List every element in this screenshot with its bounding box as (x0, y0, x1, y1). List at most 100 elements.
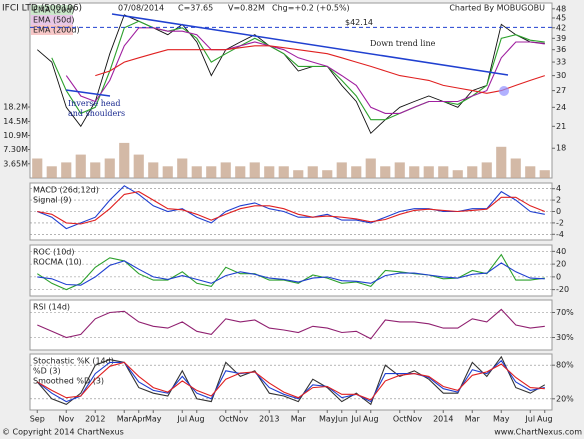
legend-swatch (31, 25, 73, 35)
y-tick-label: 0 (556, 272, 561, 281)
y-tick-label: 0 (556, 207, 561, 216)
x-tick-label: Oct (393, 415, 407, 424)
credit: Charted By MOBUGOBU (449, 4, 545, 13)
rsi-panel (29, 299, 553, 351)
series-line (95, 45, 545, 94)
volume-bar (206, 166, 217, 178)
y-tick-label: 20 (556, 260, 566, 269)
x-tick-label: Nov (58, 415, 74, 424)
y-tick-label: 39 (556, 34, 566, 43)
x-tick-label: Aug (363, 415, 379, 424)
series-line (37, 361, 545, 401)
legend-label: RSI (14d) (33, 303, 70, 312)
volume-bar (423, 166, 434, 178)
legend-label: Signal (9) (33, 196, 71, 205)
legend-label: ROC (10d) (33, 248, 74, 257)
volume-bar (75, 154, 86, 178)
y-tick-label: -20 (556, 285, 569, 294)
y-tick-label: 30% (556, 333, 574, 342)
volume-bar (133, 154, 144, 178)
y-tick-label: 33 (556, 58, 566, 67)
y-tick-label: 24 (556, 103, 566, 112)
breakout-marker (499, 86, 509, 96)
volume-bar (307, 166, 318, 178)
x-tick-label: 2012 (85, 415, 105, 424)
y-tick-label: 20% (556, 394, 574, 403)
series-line (37, 191, 546, 225)
y-tick-label: 48 (556, 4, 566, 13)
volume-bar (61, 162, 72, 178)
x-tick-label: Aug (537, 415, 553, 424)
series-line (36, 253, 545, 291)
volume-bar (539, 170, 550, 178)
legend-label: EMA (20d) (33, 6, 74, 15)
x-tick-label: Sep (30, 415, 45, 424)
series-line (37, 308, 545, 340)
volume-bar (336, 162, 347, 178)
annotation: and shoulders (68, 109, 125, 118)
plot-layer: Sep Nov 2012 Mar Apr May Jul Aug Oct Nov 2013 Mar Ma… (3, 4, 574, 423)
y-tick-label: 45 (556, 13, 566, 22)
y-tick-label: -2 (556, 218, 564, 227)
x-tick-label: Nov (406, 415, 422, 424)
x-tick-label: Mar (465, 415, 481, 424)
y-tick-label: 10.9M (3, 131, 28, 140)
legend-label: EMA (200d) (33, 26, 80, 35)
copyright: © Copyright 2014 ChartNexus (2, 428, 124, 437)
y-tick-label: 40 (556, 247, 566, 256)
x-tick-label: Jul (350, 415, 361, 424)
x-tick-label: 2013 (259, 415, 279, 424)
volume-bar (235, 166, 246, 178)
x-tick-label: Mar (291, 415, 307, 424)
volume-bar (278, 166, 289, 178)
y-tick-label: 30 (556, 71, 566, 80)
volume-bar (46, 166, 57, 178)
y-tick-label: 7.30M (3, 145, 28, 154)
y-tick-label: 14.5M (3, 117, 28, 126)
volume-bar (191, 166, 202, 178)
y-tick-label: 3.65M (3, 159, 28, 168)
volume-bar (119, 142, 130, 178)
price-panel (29, 2, 553, 179)
x-tick-label: May (493, 415, 510, 424)
x-tick-label: Jul (176, 415, 187, 424)
y-tick-label: 27 (556, 86, 566, 95)
legend-label: Smoothed %D (3) (33, 377, 104, 386)
neckline (65, 89, 111, 97)
x-tick-label: 2014 (433, 415, 453, 424)
y-tick-label: 42 (556, 23, 566, 32)
legend-swatch (31, 5, 73, 15)
volume-bar (380, 166, 391, 178)
series-line (51, 20, 545, 121)
legend-label: %D (3) (33, 367, 61, 376)
volume-bar (467, 166, 478, 178)
volume-bar (220, 162, 231, 178)
x-tick-label: Jun (335, 415, 349, 424)
volume-bar (510, 158, 521, 178)
x-tick-label: May (145, 415, 162, 424)
y-tick-label: 18 (556, 144, 566, 153)
x-tick-label: Apr (132, 415, 147, 424)
volume-bar (249, 162, 260, 178)
volume-label: V=0.82M (228, 4, 265, 13)
volume-bar (409, 166, 420, 178)
volume-bar (32, 158, 43, 178)
legend-label: ROCMA (10) (33, 258, 82, 267)
series-line (37, 14, 545, 135)
change-label: Chg=+0.2 (+0.5%) (272, 4, 350, 13)
x-tick-label: Aug (189, 415, 205, 424)
series-line (37, 260, 545, 286)
stochastic-panel (29, 353, 553, 411)
annotation: Down trend line (370, 39, 436, 48)
x-tick-label: Jul (524, 415, 535, 424)
chart-title: IFCI LTD (500106) (2, 4, 82, 14)
roc-panel (29, 244, 553, 297)
date: 07/08/2014 (118, 4, 164, 13)
volume-bar (104, 158, 115, 178)
volume-bar (162, 166, 173, 178)
series-line (65, 27, 545, 114)
legend-label: MACD (26d,12d) (33, 186, 99, 195)
volume-bar (496, 146, 507, 178)
y-tick-label: 36 (556, 45, 566, 54)
